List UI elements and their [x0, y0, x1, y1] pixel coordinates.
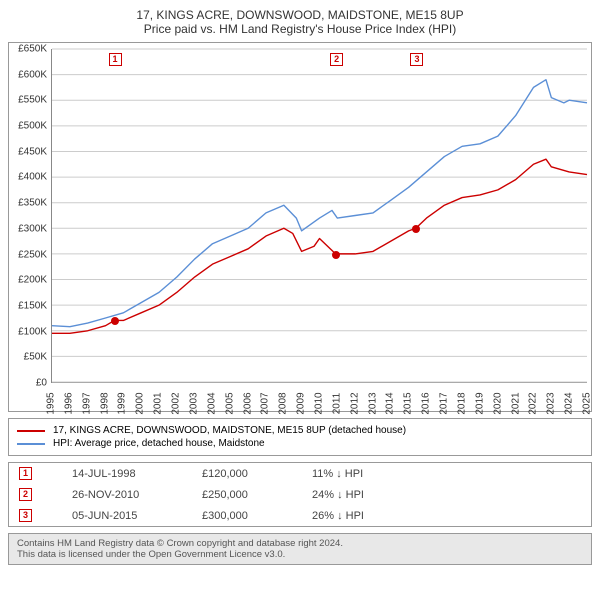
title-line-2: Price paid vs. HM Land Registry's House … [8, 22, 592, 36]
x-axis-label: 2015 [403, 390, 414, 418]
transaction-date: 26-NOV-2010 [72, 489, 202, 501]
x-axis-label: 1995 [46, 390, 57, 418]
y-axis-label: £500K [9, 121, 47, 132]
y-axis-label: £100K [9, 326, 47, 337]
legend-item: 17, KINGS ACRE, DOWNSWOOD, MAIDSTONE, ME… [17, 425, 583, 436]
x-axis-label: 1996 [63, 390, 74, 418]
title-line-1: 17, KINGS ACRE, DOWNSWOOD, MAIDSTONE, ME… [8, 8, 592, 22]
transaction-diff: 24% ↓ HPI [312, 489, 364, 501]
footer-line-2: This data is licensed under the Open Gov… [17, 549, 583, 560]
legend-swatch [17, 430, 45, 432]
y-axis-label: £0 [9, 378, 47, 389]
x-axis-label: 2004 [206, 390, 217, 418]
legend-label: HPI: Average price, detached house, Maid… [53, 438, 265, 449]
transaction-row-marker: 1 [19, 467, 32, 480]
chart-svg [52, 49, 587, 382]
transaction-price: £300,000 [202, 510, 312, 522]
y-axis-label: £250K [9, 249, 47, 260]
transaction-date: 05-JUN-2015 [72, 510, 202, 522]
transaction-row: 1 14-JUL-1998£120,00011% ↓ HPI [9, 463, 591, 484]
transaction-price: £250,000 [202, 489, 312, 501]
x-axis-label: 2010 [314, 390, 325, 418]
footer-line-1: Contains HM Land Registry data © Crown c… [17, 538, 583, 549]
x-axis-label: 2012 [349, 390, 360, 418]
footer-attribution: Contains HM Land Registry data © Crown c… [8, 533, 592, 565]
x-axis-label: 2014 [385, 390, 396, 418]
x-axis-label: 2009 [296, 390, 307, 418]
x-axis-label: 2000 [135, 390, 146, 418]
plot-region: 1 2 3 [51, 49, 587, 383]
transaction-row-marker: 2 [19, 488, 32, 501]
transaction-price: £120,000 [202, 468, 312, 480]
x-axis-label: 1998 [99, 390, 110, 418]
x-axis-label: 2024 [564, 390, 575, 418]
x-axis-label: 2008 [278, 390, 289, 418]
transactions-table: 1 14-JUL-1998£120,00011% ↓ HPI 2 26-NOV-201… [8, 462, 592, 527]
y-axis-label: £200K [9, 275, 47, 286]
x-axis-label: 2019 [474, 390, 485, 418]
x-axis-label: 2023 [546, 390, 557, 418]
y-axis-label: £150K [9, 300, 47, 311]
transaction-dot [111, 317, 119, 325]
y-axis-label: £650K [9, 44, 47, 55]
y-axis-label: £450K [9, 146, 47, 157]
legend: 17, KINGS ACRE, DOWNSWOOD, MAIDSTONE, ME… [8, 418, 592, 456]
y-axis-label: £50K [9, 352, 47, 363]
transaction-marker: 3 [410, 53, 423, 66]
x-axis-label: 2013 [367, 390, 378, 418]
legend-item: HPI: Average price, detached house, Maid… [17, 438, 583, 449]
legend-swatch [17, 443, 45, 445]
chart-title-block: 17, KINGS ACRE, DOWNSWOOD, MAIDSTONE, ME… [8, 8, 592, 36]
transaction-marker: 1 [109, 53, 122, 66]
transaction-row: 3 05-JUN-2015£300,00026% ↓ HPI [9, 505, 591, 526]
x-axis-label: 2020 [492, 390, 503, 418]
x-axis-label: 1997 [81, 390, 92, 418]
x-axis-label: 2003 [188, 390, 199, 418]
x-axis-label: 2018 [456, 390, 467, 418]
x-axis-label: 2017 [439, 390, 450, 418]
x-axis-label: 2016 [421, 390, 432, 418]
x-axis-label: 2005 [224, 390, 235, 418]
transaction-row-marker: 3 [19, 509, 32, 522]
x-axis-label: 2001 [153, 390, 164, 418]
transaction-marker: 2 [330, 53, 343, 66]
y-axis-label: £350K [9, 198, 47, 209]
x-axis-label: 2006 [242, 390, 253, 418]
y-axis-label: £550K [9, 95, 47, 106]
legend-label: 17, KINGS ACRE, DOWNSWOOD, MAIDSTONE, ME… [53, 425, 406, 436]
transaction-dot [332, 251, 340, 259]
x-axis-label: 2022 [528, 390, 539, 418]
x-axis-label: 2025 [582, 390, 593, 418]
transaction-diff: 26% ↓ HPI [312, 510, 364, 522]
y-axis-label: £600K [9, 69, 47, 80]
transaction-dot [412, 225, 420, 233]
x-axis-label: 2002 [171, 390, 182, 418]
x-axis-label: 1999 [117, 390, 128, 418]
y-axis-label: £400K [9, 172, 47, 183]
y-axis-label: £300K [9, 223, 47, 234]
transaction-row: 2 26-NOV-2010£250,00024% ↓ HPI [9, 484, 591, 505]
transaction-diff: 11% ↓ HPI [312, 468, 363, 480]
chart-area: 1 2 3 £0 £50K £100K £150K £200K £250K £300K £350K… [8, 42, 592, 412]
x-axis-label: 2007 [260, 390, 271, 418]
x-axis-label: 2011 [331, 390, 342, 418]
transaction-date: 14-JUL-1998 [72, 468, 202, 480]
x-axis-label: 2021 [510, 390, 521, 418]
